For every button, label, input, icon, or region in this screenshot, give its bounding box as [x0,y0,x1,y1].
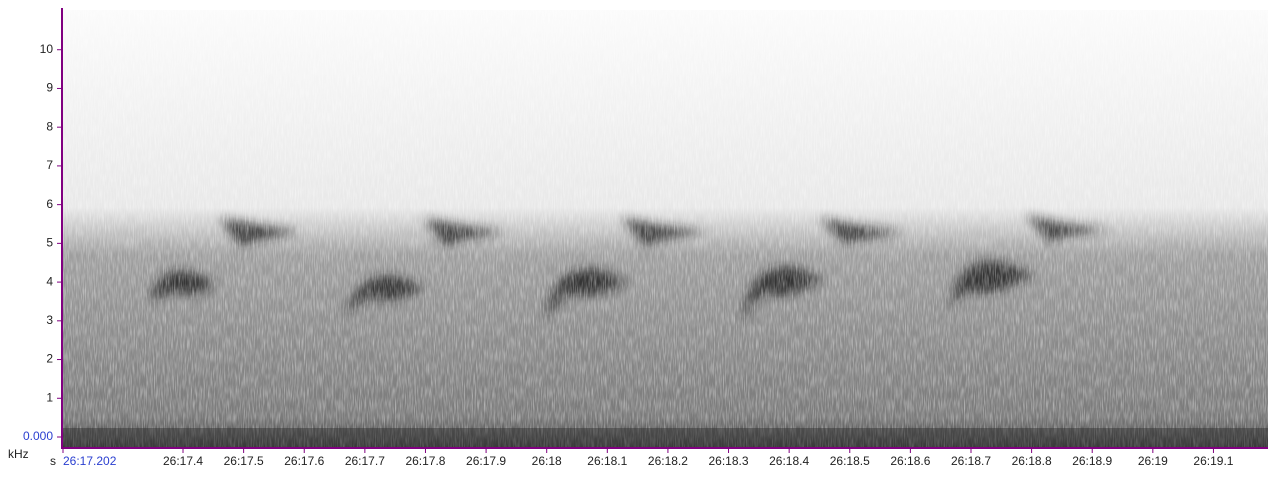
y-axis-unit: kHz [8,447,29,461]
x-axis-unit: s [50,454,56,468]
x-tick-label: 26:17.8 [405,454,445,468]
x-tick-label: 26:18.9 [1072,454,1112,468]
y-tick-label: 0.000 [23,429,53,443]
spectrogram-noise [63,10,1268,448]
y-tick-label: 10 [40,42,54,56]
y-tick-label: 1 [46,390,53,404]
y-tick-label: 4 [46,274,53,288]
y-tick-label: 7 [46,158,53,172]
y-tick-label: 6 [46,197,53,211]
x-tick-label: 26:18.5 [830,454,870,468]
low-band [63,428,1268,448]
x-tick-label: 26:17.202 [63,454,117,468]
x-tick-label: 26:19.1 [1193,454,1233,468]
y-tick-label: 2 [46,352,53,366]
x-tick-label: 26:18.2 [648,454,688,468]
x-tick-label: 26:17.7 [345,454,385,468]
x-tick-label: 26:17.4 [163,454,203,468]
y-tick-label: 5 [46,236,53,250]
spectrogram-view: kHz s 0.000 1 2 3 4 5 6 7 8 9 10 26:17.202 26:17.4 26… [0,0,1274,477]
x-tick-label: 26:18.3 [709,454,749,468]
x-tick-label: 26:17.9 [466,454,506,468]
x-tick-label: 26:18.8 [1012,454,1052,468]
x-tick-label: 26:18.7 [951,454,991,468]
x-tick-label: 26:19 [1138,454,1168,468]
x-tick-label: 26:18.1 [587,454,627,468]
x-tick-label: 26:18.6 [890,454,930,468]
y-tick-label: 3 [46,313,53,327]
x-tick-label: 26:18.4 [769,454,809,468]
y-tick-label: 9 [46,81,53,95]
x-tick-label: 26:17.6 [284,454,324,468]
x-tick-label: 26:17.5 [224,454,264,468]
x-tick-label: 26:18 [532,454,562,468]
y-tick-label: 8 [46,119,53,133]
